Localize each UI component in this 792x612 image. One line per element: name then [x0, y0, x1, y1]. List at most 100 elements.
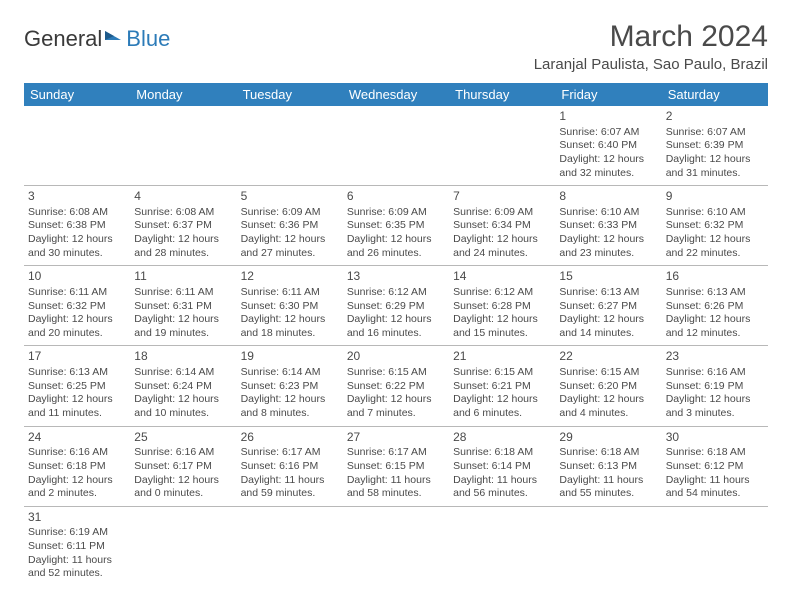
calendar-day: 9Sunrise: 6:10 AMSunset: 6:32 PMDaylight…	[662, 186, 768, 266]
calendar-day: 22Sunrise: 6:15 AMSunset: 6:20 PMDayligh…	[555, 346, 661, 426]
sunset-text: Sunset: 6:36 PM	[241, 219, 339, 233]
daylight-text: and 55 minutes.	[559, 487, 657, 501]
daylight-text: and 11 minutes.	[28, 407, 126, 421]
sunset-text: Sunset: 6:15 PM	[347, 460, 445, 474]
sunset-text: Sunset: 6:28 PM	[453, 300, 551, 314]
sunset-text: Sunset: 6:39 PM	[666, 139, 764, 153]
calendar-empty	[343, 506, 449, 586]
daylight-text: Daylight: 12 hours	[666, 233, 764, 247]
sunrise-text: Sunrise: 6:11 AM	[134, 286, 232, 300]
calendar-day: 29Sunrise: 6:18 AMSunset: 6:13 PMDayligh…	[555, 426, 661, 506]
daylight-text: and 10 minutes.	[134, 407, 232, 421]
sunset-text: Sunset: 6:35 PM	[347, 219, 445, 233]
calendar-week: 31Sunrise: 6:19 AMSunset: 6:11 PMDayligh…	[24, 506, 768, 586]
daylight-text: Daylight: 12 hours	[347, 393, 445, 407]
daylight-text: Daylight: 11 hours	[559, 474, 657, 488]
daylight-text: Daylight: 12 hours	[666, 313, 764, 327]
calendar-week: 17Sunrise: 6:13 AMSunset: 6:25 PMDayligh…	[24, 346, 768, 426]
daylight-text: Daylight: 12 hours	[134, 474, 232, 488]
sunset-text: Sunset: 6:25 PM	[28, 380, 126, 394]
calendar-day: 13Sunrise: 6:12 AMSunset: 6:29 PMDayligh…	[343, 266, 449, 346]
daylight-text: and 24 minutes.	[453, 247, 551, 261]
calendar-header-row: SundayMondayTuesdayWednesdayThursdayFrid…	[24, 83, 768, 106]
calendar-day: 1Sunrise: 6:07 AMSunset: 6:40 PMDaylight…	[555, 106, 661, 186]
calendar-empty	[237, 506, 343, 586]
sunrise-text: Sunrise: 6:16 AM	[134, 446, 232, 460]
daylight-text: Daylight: 12 hours	[241, 313, 339, 327]
daylight-text: and 20 minutes.	[28, 327, 126, 341]
day-number: 8	[559, 189, 657, 205]
day-header: Wednesday	[343, 83, 449, 106]
daylight-text: and 15 minutes.	[453, 327, 551, 341]
calendar-day: 10Sunrise: 6:11 AMSunset: 6:32 PMDayligh…	[24, 266, 130, 346]
daylight-text: and 27 minutes.	[241, 247, 339, 261]
daylight-text: and 31 minutes.	[666, 167, 764, 181]
daylight-text: Daylight: 12 hours	[347, 233, 445, 247]
day-number: 17	[28, 349, 126, 365]
sunrise-text: Sunrise: 6:10 AM	[559, 206, 657, 220]
calendar-day: 24Sunrise: 6:16 AMSunset: 6:18 PMDayligh…	[24, 426, 130, 506]
daylight-text: Daylight: 11 hours	[347, 474, 445, 488]
daylight-text: Daylight: 12 hours	[453, 393, 551, 407]
sunset-text: Sunset: 6:32 PM	[666, 219, 764, 233]
calendar-empty	[449, 106, 555, 186]
calendar-day: 7Sunrise: 6:09 AMSunset: 6:34 PMDaylight…	[449, 186, 555, 266]
calendar-day: 6Sunrise: 6:09 AMSunset: 6:35 PMDaylight…	[343, 186, 449, 266]
daylight-text: and 19 minutes.	[134, 327, 232, 341]
daylight-text: and 8 minutes.	[241, 407, 339, 421]
title-block: March 2024 Laranjal Paulista, Sao Paulo,…	[534, 20, 768, 73]
sunset-text: Sunset: 6:12 PM	[666, 460, 764, 474]
daylight-text: Daylight: 12 hours	[559, 153, 657, 167]
day-header: Saturday	[662, 83, 768, 106]
calendar-empty	[662, 506, 768, 586]
daylight-text: Daylight: 12 hours	[666, 153, 764, 167]
daylight-text: and 23 minutes.	[559, 247, 657, 261]
day-header: Friday	[555, 83, 661, 106]
calendar-empty	[343, 106, 449, 186]
calendar-day: 17Sunrise: 6:13 AMSunset: 6:25 PMDayligh…	[24, 346, 130, 426]
sunrise-text: Sunrise: 6:11 AM	[241, 286, 339, 300]
daylight-text: Daylight: 12 hours	[28, 233, 126, 247]
calendar-day: 30Sunrise: 6:18 AMSunset: 6:12 PMDayligh…	[662, 426, 768, 506]
sunset-text: Sunset: 6:16 PM	[241, 460, 339, 474]
day-number: 28	[453, 430, 551, 446]
calendar-week: 10Sunrise: 6:11 AMSunset: 6:32 PMDayligh…	[24, 266, 768, 346]
day-number: 21	[453, 349, 551, 365]
sunset-text: Sunset: 6:37 PM	[134, 219, 232, 233]
sunset-text: Sunset: 6:19 PM	[666, 380, 764, 394]
logo-text-blue: Blue	[126, 26, 170, 52]
day-number: 2	[666, 109, 764, 125]
day-number: 30	[666, 430, 764, 446]
daylight-text: and 16 minutes.	[347, 327, 445, 341]
day-number: 24	[28, 430, 126, 446]
sunset-text: Sunset: 6:32 PM	[28, 300, 126, 314]
daylight-text: Daylight: 12 hours	[559, 313, 657, 327]
sunrise-text: Sunrise: 6:16 AM	[28, 446, 126, 460]
daylight-text: Daylight: 12 hours	[241, 233, 339, 247]
logo-text-general: General	[24, 26, 102, 52]
calendar-day: 11Sunrise: 6:11 AMSunset: 6:31 PMDayligh…	[130, 266, 236, 346]
day-number: 3	[28, 189, 126, 205]
day-number: 10	[28, 269, 126, 285]
sunset-text: Sunset: 6:30 PM	[241, 300, 339, 314]
daylight-text: and 18 minutes.	[241, 327, 339, 341]
daylight-text: and 12 minutes.	[666, 327, 764, 341]
sunset-text: Sunset: 6:18 PM	[28, 460, 126, 474]
daylight-text: Daylight: 12 hours	[28, 313, 126, 327]
logo: General Blue	[24, 26, 170, 52]
calendar-day: 20Sunrise: 6:15 AMSunset: 6:22 PMDayligh…	[343, 346, 449, 426]
calendar-week: 3Sunrise: 6:08 AMSunset: 6:38 PMDaylight…	[24, 186, 768, 266]
sunset-text: Sunset: 6:40 PM	[559, 139, 657, 153]
header: General Blue March 2024 Laranjal Paulist…	[24, 20, 768, 73]
daylight-text: and 59 minutes.	[241, 487, 339, 501]
sunset-text: Sunset: 6:23 PM	[241, 380, 339, 394]
day-number: 6	[347, 189, 445, 205]
day-header: Tuesday	[237, 83, 343, 106]
sunset-text: Sunset: 6:29 PM	[347, 300, 445, 314]
sunrise-text: Sunrise: 6:15 AM	[559, 366, 657, 380]
calendar-day: 28Sunrise: 6:18 AMSunset: 6:14 PMDayligh…	[449, 426, 555, 506]
daylight-text: Daylight: 12 hours	[28, 393, 126, 407]
calendar-day: 12Sunrise: 6:11 AMSunset: 6:30 PMDayligh…	[237, 266, 343, 346]
calendar-day: 14Sunrise: 6:12 AMSunset: 6:28 PMDayligh…	[449, 266, 555, 346]
calendar-day: 19Sunrise: 6:14 AMSunset: 6:23 PMDayligh…	[237, 346, 343, 426]
